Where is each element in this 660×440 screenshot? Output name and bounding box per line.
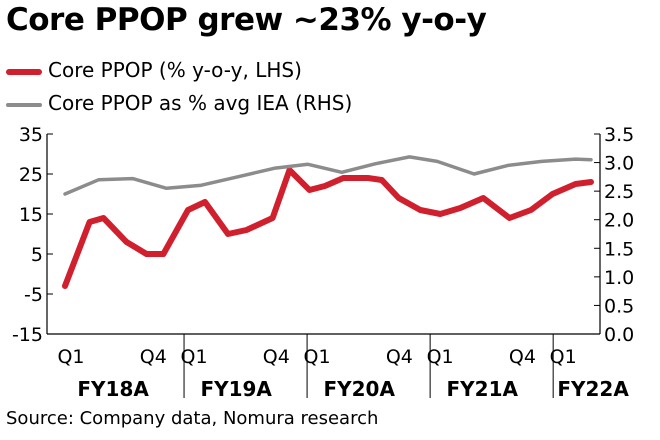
quarter-tick-label: Q4 — [386, 346, 413, 368]
quarter-tick-label: Q4 — [140, 346, 167, 368]
left-tick-label: 5 — [31, 244, 43, 266]
quarter-tick-label: Q4 — [263, 346, 290, 368]
quarter-tick-label: Q1 — [304, 346, 331, 368]
right-tick-label: 2.5 — [604, 181, 634, 203]
right-tick-label: 1.0 — [604, 267, 634, 289]
legend-label: Core PPOP as % avg IEA (RHS) — [48, 91, 353, 115]
quarter-tick-label: Q4 — [509, 346, 536, 368]
right-tick-label: 3.5 — [604, 124, 634, 146]
left-tick-label: -15 — [12, 324, 43, 346]
right-tick-label: 3.0 — [604, 153, 634, 175]
quarter-tick-label: Q1 — [181, 346, 208, 368]
right-tick-label: 0.0 — [604, 324, 634, 346]
quarter-tick-label: Q1 — [550, 346, 577, 368]
series-line-core-ppop-iea — [63, 155, 593, 196]
legend-label: Core PPOP (% y-o-y, LHS) — [48, 58, 302, 82]
fiscal-year-label: FY18A — [77, 377, 149, 401]
right-tick-label: 0.5 — [604, 295, 634, 317]
right-tick-label: 2.0 — [604, 210, 634, 232]
series-line-core-ppop-yoy — [62, 167, 594, 289]
legend-swatch-red — [6, 69, 42, 75]
fiscal-year-label: FY19A — [200, 377, 272, 401]
source-note: Source: Company data, Nomura research — [6, 408, 379, 429]
left-tick-label: -5 — [24, 284, 43, 306]
quarter-tick-label: Q1 — [427, 346, 454, 368]
fiscal-year-label: FY22A — [557, 377, 629, 401]
fiscal-year-label: FY20A — [323, 377, 395, 401]
left-tick-label: 35 — [19, 124, 43, 146]
quarter-tick-label: Q1 — [57, 346, 84, 368]
left-tick-label: 25 — [19, 164, 43, 186]
right-tick-label: 1.5 — [604, 238, 634, 260]
left-tick-label: 15 — [19, 204, 43, 226]
fiscal-year-label: FY21A — [447, 377, 519, 401]
chart-title: Core PPOP grew ~23% y-o-y — [6, 2, 487, 38]
legend-swatch-grey — [6, 103, 42, 107]
